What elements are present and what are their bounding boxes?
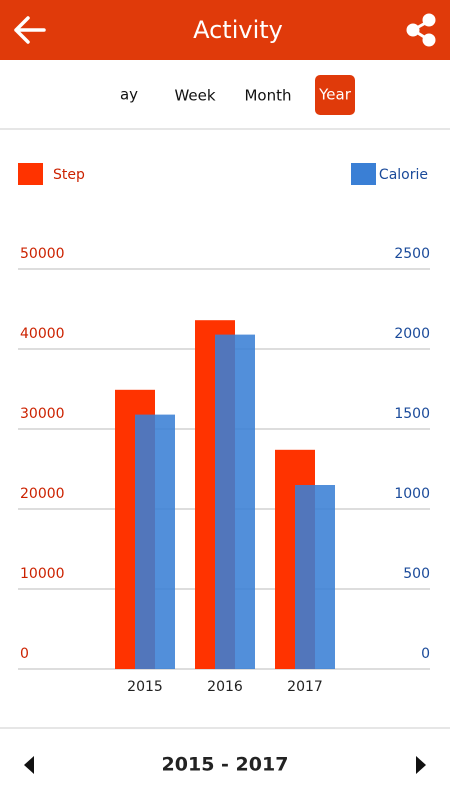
y-tick-label: 50000 [20, 246, 65, 262]
legend-label: Calorie [379, 167, 428, 183]
bar [295, 485, 335, 669]
y2-tick-label: 1000 [394, 486, 430, 502]
legend-swatch [351, 163, 376, 185]
prev-button[interactable] [24, 756, 34, 774]
chart: 0 10000 20000 30000 40000 50000 0 500 1000 1500 20… [18, 246, 430, 695]
y-tick-label: 30000 [20, 406, 65, 422]
legend-swatch [18, 163, 43, 185]
next-button[interactable] [416, 756, 426, 774]
tab-selected-bg [315, 75, 355, 115]
app-bar [0, 0, 450, 60]
tab[interactable]: Month [244, 87, 291, 105]
tab[interactable]: ay [120, 86, 138, 104]
y2-tick-label: 0 [421, 646, 430, 662]
tab[interactable]: Year [318, 86, 352, 104]
y-tick-label: 40000 [20, 326, 65, 342]
share-button[interactable] [406, 13, 436, 47]
date-range: 2015 - 2017 [162, 754, 289, 776]
y2-tick-label: 500 [403, 566, 430, 582]
x-tick-label: 2015 [127, 679, 163, 695]
y-tick-label: 20000 [20, 486, 65, 502]
legend-label: Step [53, 167, 85, 183]
bar [135, 414, 175, 669]
back-button[interactable] [14, 16, 46, 44]
y2-tick-label: 2000 [394, 326, 430, 342]
y-tick-label: 10000 [20, 566, 65, 582]
bar [215, 334, 255, 669]
x-tick-label: 2016 [207, 679, 243, 695]
tab[interactable]: Week [174, 87, 215, 105]
screen-title: Activity [193, 16, 283, 44]
y2-tick-label: 2500 [394, 246, 430, 262]
y2-tick-label: 1500 [394, 406, 430, 422]
x-tick-label: 2017 [287, 679, 323, 695]
y-tick-label: 0 [20, 646, 29, 662]
